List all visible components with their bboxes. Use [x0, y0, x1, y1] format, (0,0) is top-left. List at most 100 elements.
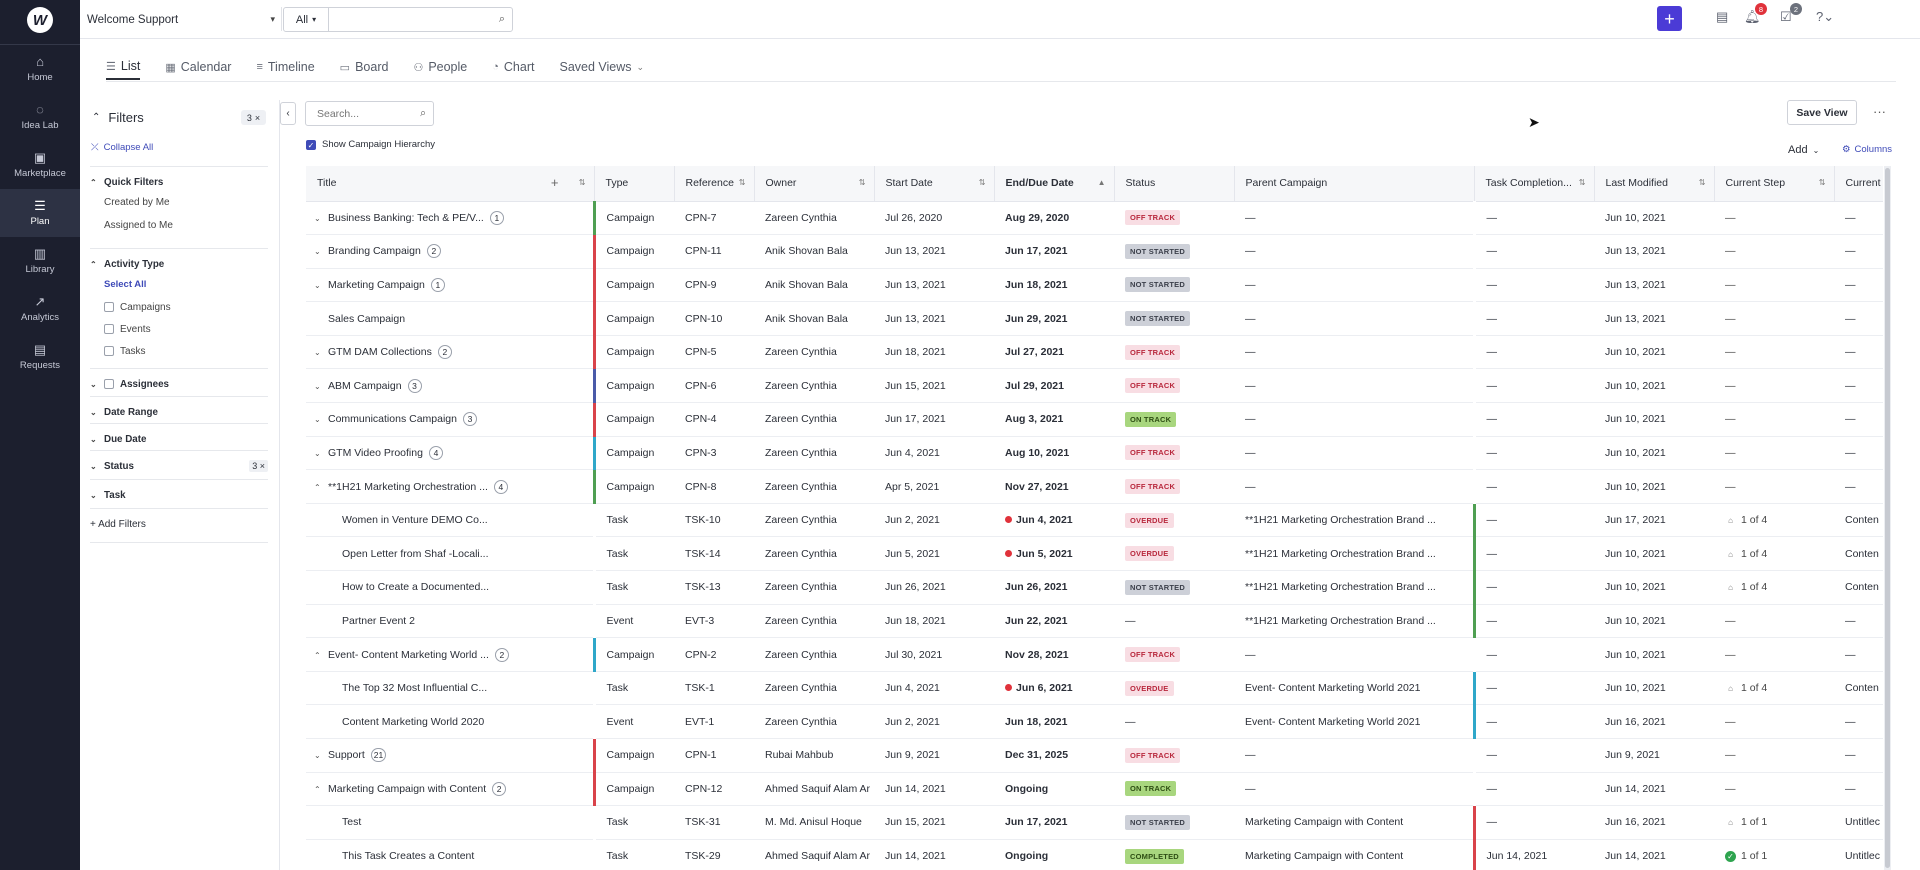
nav-item-home[interactable]: ⌂ Home: [0, 45, 80, 93]
date-range-header[interactable]: ⌄ Date Range: [90, 397, 268, 421]
item-title[interactable]: Communications Campaign: [328, 413, 457, 426]
item-title[interactable]: **1H21 Marketing Orchestration ...: [328, 480, 488, 493]
table-row[interactable]: ⌃ Marketing Campaign with Content 2 Campaig…: [306, 772, 1883, 807]
title-cell[interactable]: The Top 32 Most Influential C...: [306, 671, 594, 706]
item-title[interactable]: Support: [328, 749, 365, 762]
tab-saved-views[interactable]: Saved Views ⌄: [559, 54, 644, 80]
search-icon[interactable]: ⌕: [498, 13, 505, 25]
sort-icon[interactable]: ⇅: [978, 178, 986, 187]
sort-icon[interactable]: ⇅: [578, 178, 586, 187]
column-header-current-step[interactable]: Current Step ⇅: [1714, 166, 1835, 202]
item-title[interactable]: ABM Campaign: [328, 379, 402, 392]
title-cell[interactable]: ⌄ Branding Campaign 2: [306, 234, 594, 269]
chevron-up-icon[interactable]: ⌃: [314, 482, 321, 492]
chevron-down-icon[interactable]: ⌄: [314, 751, 321, 761]
item-title[interactable]: Sales Campaign: [328, 312, 406, 325]
item-title[interactable]: GTM Video Proofing: [328, 446, 423, 459]
item-title[interactable]: Content Marketing World 2020: [342, 715, 485, 728]
tab-people[interactable]: ⚇ People: [413, 54, 467, 80]
chevron-down-icon[interactable]: ⌄: [314, 348, 321, 358]
filters-header[interactable]: ⌃ Filters: [92, 110, 144, 125]
column-header-current[interactable]: Current: [1834, 166, 1883, 202]
search-scope-select[interactable]: All ▾: [284, 8, 329, 31]
checkbox[interactable]: [104, 346, 114, 356]
item-title[interactable]: Test: [342, 816, 362, 829]
tab-board[interactable]: ▭ Board: [340, 54, 389, 80]
title-cell[interactable]: ⌄ Communications Campaign 3: [306, 402, 594, 437]
title-cell[interactable]: Partner Event 2: [306, 604, 594, 639]
table-row[interactable]: ⌄ Marketing Campaign 1 Campaign CPN-9 Anik Sh…: [306, 268, 1883, 303]
sort-icon[interactable]: ⇅: [738, 178, 746, 187]
table-row[interactable]: ⌄ Communications Campaign 3 Campaign CPN-4 Za…: [306, 402, 1883, 437]
item-title[interactable]: This Task Creates a Content: [342, 850, 475, 863]
item-title[interactable]: Marketing Campaign: [328, 278, 425, 291]
table-row[interactable]: Women in Venture DEMO Co... Task TSK-10 Zar…: [306, 503, 1883, 538]
chat-icon[interactable]: ▤: [1716, 9, 1729, 24]
table-row[interactable]: ⌄ GTM Video Proofing 4 Campaign CPN-3 Zareen …: [306, 436, 1883, 471]
title-cell[interactable]: ⌃ **1H21 Marketing Orchestration ... 4: [306, 469, 594, 504]
checkbox[interactable]: [104, 302, 114, 312]
global-search-input[interactable]: [333, 13, 493, 26]
column-header-task-completion[interactable]: Task Completion... ⇅: [1474, 166, 1595, 202]
title-cell[interactable]: This Task Creates a Content: [306, 839, 594, 870]
quick-filter-assigned-to-me[interactable]: Assigned to Me: [104, 220, 173, 231]
item-title[interactable]: Event- Content Marketing World ...: [328, 648, 489, 661]
title-cell[interactable]: How to Create a Documented...: [306, 570, 594, 605]
tab-timeline[interactable]: ≡ Timeline: [256, 54, 314, 80]
activity-type-header[interactable]: ⌃ Activity Type: [90, 249, 268, 273]
column-header-owner[interactable]: Owner ⇅: [754, 166, 875, 202]
activity-events-checkbox[interactable]: Events: [90, 318, 268, 340]
item-title[interactable]: Branding Campaign: [328, 245, 421, 258]
tasks-icon[interactable]: ☑: [1780, 9, 1792, 24]
checkbox[interactable]: [104, 324, 114, 334]
quick-filter-created-by-me[interactable]: Created by Me: [104, 197, 170, 208]
table-row[interactable]: Open Letter from Shaf -Locali... Task TSK-…: [306, 536, 1883, 572]
table-row[interactable]: Partner Event 2 Event EVT-3 Zareen Cynthia J…: [306, 604, 1883, 639]
tab-chart[interactable]: ◔ Chart: [492, 54, 534, 80]
chevron-down-icon[interactable]: ⌄: [314, 247, 321, 257]
sort-icon[interactable]: ⇅: [1698, 178, 1706, 187]
table-row[interactable]: How to Create a Documented... Task TSK-13 Z…: [306, 570, 1883, 605]
column-header-last-modified[interactable]: Last Modified ⇅: [1594, 166, 1715, 202]
list-search-input[interactable]: [317, 107, 407, 120]
save-view-button[interactable]: Save View: [1787, 100, 1857, 125]
chevron-down-icon[interactable]: ⌄: [314, 448, 321, 458]
task-header[interactable]: ⌄ Task: [90, 480, 268, 504]
checkbox[interactable]: [104, 379, 114, 389]
title-cell[interactable]: Content Marketing World 2020: [306, 704, 594, 739]
status-count-badge[interactable]: 3 ×: [249, 460, 268, 472]
show-hierarchy-toggle[interactable]: ✓ Show Campaign Hierarchy: [306, 139, 435, 150]
title-cell[interactable]: Women in Venture DEMO Co...: [306, 503, 594, 538]
collapse-all-button[interactable]: ⤫ Collapse All: [91, 142, 153, 153]
column-header-reference[interactable]: Reference ⇅: [674, 166, 755, 202]
chevron-down-icon[interactable]: ⌄: [314, 415, 321, 425]
assignees-header[interactable]: ⌄ Assignees: [90, 369, 268, 393]
table-row[interactable]: ⌄ Business Banking: Tech & PE/V... 1 Campai…: [306, 201, 1883, 236]
nav-item-idea-lab[interactable]: ◌ Idea Lab: [0, 93, 80, 141]
due-date-header[interactable]: ⌄ Due Date: [90, 424, 268, 448]
title-cell[interactable]: ⌄ Marketing Campaign 1: [306, 268, 594, 303]
table-row[interactable]: This Task Creates a Content Task TSK-29 Ahm…: [306, 839, 1883, 870]
title-cell[interactable]: Test: [306, 805, 594, 840]
item-title[interactable]: Open Letter from Shaf -Locali...: [342, 547, 489, 560]
sort-icon[interactable]: ⇅: [1578, 178, 1586, 187]
table-row[interactable]: ⌃ **1H21 Marketing Orchestration ... 4 Camp…: [306, 469, 1883, 504]
title-cell[interactable]: ⌄ GTM Video Proofing 4: [306, 436, 594, 471]
table-row[interactable]: ⌄ GTM DAM Collections 2 Campaign CPN-5 Zareen…: [306, 335, 1883, 370]
sort-icon[interactable]: ⇅: [858, 178, 866, 187]
table-row[interactable]: The Top 32 Most Influential C... Task TSK-…: [306, 671, 1883, 706]
activity-tasks-checkbox[interactable]: Tasks: [90, 340, 268, 362]
sort-icon[interactable]: ⇅: [1818, 178, 1826, 187]
column-header-end-due-date[interactable]: End/Due Date ▲: [994, 166, 1115, 202]
title-cell[interactable]: ⌄ Business Banking: Tech & PE/V... 1: [306, 201, 594, 236]
nav-item-plan[interactable]: ☰ Plan: [0, 189, 80, 237]
add-filters-button[interactable]: + Add Filters: [90, 518, 146, 530]
search-icon[interactable]: ⌕: [420, 107, 426, 119]
vertical-scrollbar[interactable]: [1884, 166, 1891, 870]
column-header-title[interactable]: Title + ⇅: [306, 166, 595, 202]
chevron-up-icon[interactable]: ⌃: [314, 650, 321, 660]
create-button[interactable]: +: [1657, 6, 1682, 31]
quick-filters-header[interactable]: ⌃ Quick Filters: [90, 167, 268, 191]
table-row[interactable]: Test Task TSK-31 M. Md. Anisul Hoque Jun 15,…: [306, 805, 1883, 840]
activity-campaigns-checkbox[interactable]: Campaigns: [90, 296, 268, 318]
